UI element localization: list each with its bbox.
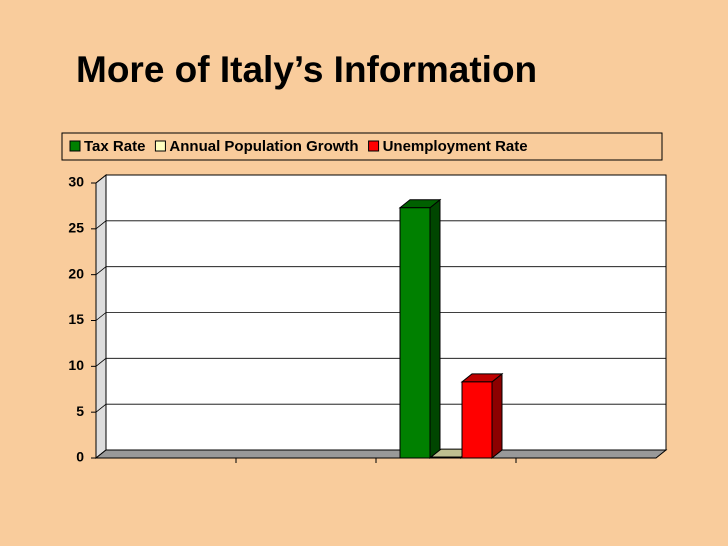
legend-label: Annual Population Growth: [169, 138, 358, 155]
y-tick-label: 20: [68, 265, 84, 281]
bar: [460, 372, 504, 460]
legend-swatch: [368, 140, 380, 152]
y-tick-label: 30: [68, 174, 84, 190]
legend-swatch: [154, 140, 166, 152]
grid-line: [95, 266, 666, 275]
bar-face: [461, 381, 493, 459]
bar-face: [491, 372, 503, 460]
bar-face: [399, 207, 431, 459]
legend-swatch: [69, 140, 81, 152]
grid-line: [95, 312, 666, 321]
floor: [94, 449, 668, 459]
grid-line: [95, 357, 666, 367]
bar-face: [429, 198, 441, 460]
bar-face: [430, 456, 462, 459]
y-tick-label: 0: [76, 449, 84, 465]
chart-title: More of Italy’s Information: [76, 49, 537, 90]
grid-line: [95, 174, 666, 184]
legend-box: [61, 132, 663, 161]
grid-line: [95, 220, 666, 230]
y-tick-label: 10: [68, 357, 84, 373]
legend-label: Unemployment Rate: [383, 138, 528, 155]
y-tick-label: 5: [76, 403, 84, 419]
bar: [398, 198, 442, 460]
y-tick-label: 25: [68, 220, 84, 236]
legend-label: Tax Rate: [84, 138, 145, 155]
y-tick-label: 15: [68, 311, 84, 327]
